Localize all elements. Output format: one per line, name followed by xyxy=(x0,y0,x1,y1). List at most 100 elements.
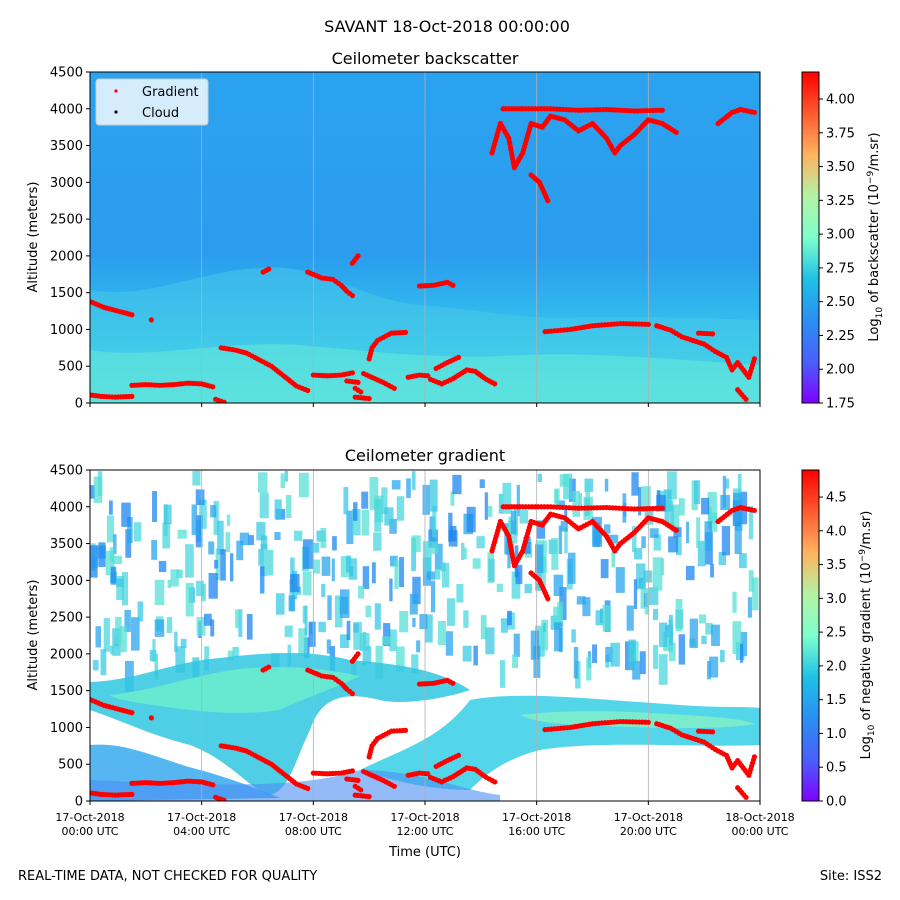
gradient-speckle xyxy=(663,632,674,651)
gradient-speckle xyxy=(389,629,397,652)
gradient-speckle xyxy=(519,509,529,524)
gradient-speckle xyxy=(93,476,103,503)
gradient-speckle xyxy=(759,471,760,491)
gradient-speckle xyxy=(191,504,198,536)
gradient-speckle xyxy=(411,654,419,674)
gradient-speckle xyxy=(124,609,131,632)
gradient-speckle xyxy=(374,499,382,532)
gradient-point xyxy=(673,527,679,533)
x-tick-date: 17-Oct-2018 xyxy=(614,811,683,824)
gradient-speckle xyxy=(440,562,446,572)
gradient-point xyxy=(402,329,409,335)
gradient-speckle xyxy=(631,526,637,553)
y-tick-label: 2000 xyxy=(50,647,83,662)
gradient-point xyxy=(355,651,361,657)
gradient-speckle xyxy=(366,646,372,664)
gradient-speckle xyxy=(709,512,718,532)
gradient-speckle xyxy=(260,535,268,550)
gradient-speckle xyxy=(185,544,194,578)
gradient-speckle xyxy=(668,536,678,553)
gradient-speckle xyxy=(564,527,568,554)
gradient-speckle xyxy=(507,535,511,569)
gradient-speckle xyxy=(195,489,205,506)
gradient-speckle xyxy=(502,482,512,514)
gradient-gap xyxy=(589,752,597,763)
gradient-speckle xyxy=(227,650,234,661)
gradient-speckle xyxy=(394,559,399,589)
gradient-speckle xyxy=(95,626,102,648)
gradient-speckle xyxy=(670,504,680,533)
gradient-upper-band-core xyxy=(110,667,360,713)
gradient-speckle xyxy=(564,510,568,521)
gradient-speckle xyxy=(284,625,293,638)
gradient-speckle xyxy=(643,570,653,583)
gradient-speckle xyxy=(199,499,207,529)
legend-box xyxy=(95,78,209,126)
gradient-speckle xyxy=(669,505,675,529)
y-tick-label: 1000 xyxy=(50,721,83,736)
gradient-speckle xyxy=(204,646,210,672)
gradient-speckle xyxy=(664,505,670,526)
gradient-speckle xyxy=(302,571,312,596)
gradient-speckle xyxy=(602,604,611,632)
gradient-speckle xyxy=(445,631,453,656)
colorbar-tick-label: 2.50 xyxy=(826,295,855,310)
gradient-point xyxy=(645,321,651,327)
colorbar-tick-label: 2.75 xyxy=(826,261,855,276)
gradient-speckle xyxy=(557,602,564,627)
gradient-speckle xyxy=(362,566,370,589)
gradient-speckle xyxy=(170,569,179,587)
gradient-gap xyxy=(560,743,566,756)
gradient-point xyxy=(210,782,216,788)
gradient-speckle xyxy=(701,497,710,515)
gradient-point xyxy=(450,680,456,686)
gradient-speckle xyxy=(685,565,695,581)
colorbar-tick-label: 2.0 xyxy=(826,659,847,674)
gradient-speckle xyxy=(373,532,382,551)
gradient-speckle xyxy=(709,656,719,678)
backscatter-ylabel: Altitude (meters) xyxy=(26,182,41,293)
gradient-speckle xyxy=(239,532,250,546)
gradient-speckle xyxy=(632,661,641,680)
gradient-speckle xyxy=(508,516,512,547)
gradient-speckle xyxy=(247,535,254,546)
gradient-speckle xyxy=(633,579,638,610)
gradient-speckle xyxy=(152,491,157,523)
gradient-point xyxy=(492,381,498,387)
gradient-speckle xyxy=(485,627,495,655)
gradient-speckle xyxy=(422,484,430,515)
gradient-speckle xyxy=(381,636,391,645)
gradient-gap xyxy=(551,755,557,764)
gradient-speckle xyxy=(167,579,172,589)
gradient-point xyxy=(355,379,361,386)
colorbar-tick-label: 1.5 xyxy=(826,693,847,708)
gradient-speckle xyxy=(175,646,186,673)
gradient-point xyxy=(455,354,462,360)
gradient-gap xyxy=(742,749,747,762)
gradient-speckle xyxy=(177,529,187,539)
gradient-speckle xyxy=(235,609,241,629)
gradient-speckle xyxy=(389,578,393,602)
gradient-speckle xyxy=(348,558,357,580)
gradient-speckle xyxy=(638,487,642,516)
gradient-speckle xyxy=(154,653,159,680)
gradient-speckle xyxy=(371,562,376,584)
gradient-speckle xyxy=(571,629,576,643)
gradient-speckle xyxy=(208,541,215,555)
gradient-speckle xyxy=(722,475,726,508)
gradient-speckle xyxy=(639,651,646,675)
gradient-point xyxy=(349,293,356,299)
gradient-speckle xyxy=(259,492,269,519)
gradient-speckle xyxy=(381,487,388,515)
gradient-gap xyxy=(655,745,660,759)
y-tick-label: 500 xyxy=(58,360,83,375)
gradient-speckle xyxy=(506,610,512,626)
gradient-speckle xyxy=(504,523,509,555)
y-tick-label: 4500 xyxy=(50,66,83,81)
gradient-speckle xyxy=(298,628,308,655)
gradient-speckle xyxy=(192,470,201,486)
gradient-speckle xyxy=(628,639,636,670)
gradient-point xyxy=(743,794,749,800)
gradient-speckle xyxy=(343,486,349,515)
gradient-speckle xyxy=(429,479,438,512)
